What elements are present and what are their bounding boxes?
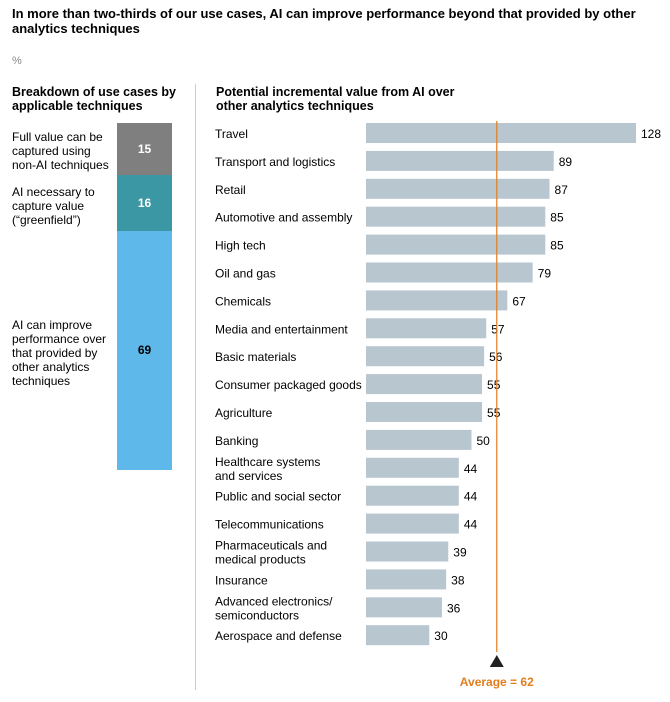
category-label: Aerospace and defense	[215, 629, 342, 643]
left-panel-heading: Breakdown of use cases by applicable tec…	[12, 85, 176, 113]
category-label-line: Healthcare systems	[215, 455, 320, 469]
bar-value-label: 55	[487, 406, 501, 420]
category-label: Advanced electronics/semiconductors	[215, 594, 333, 622]
category-label: Healthcare systems and services	[215, 455, 320, 483]
category-label: Retail	[215, 183, 246, 197]
bar	[366, 346, 485, 367]
bar	[366, 625, 430, 646]
panel-divider	[195, 84, 196, 690]
bar	[366, 123, 636, 143]
right-panel-heading: Potential incremental value from AI over…	[216, 85, 455, 113]
category-label: High tech	[215, 239, 266, 253]
bar-value-label: 87	[555, 183, 569, 197]
bar	[366, 178, 550, 199]
category-label: Transport and logistics	[215, 155, 335, 169]
average-marker-icon	[489, 655, 504, 667]
bar-value-label: 38	[451, 573, 465, 587]
category-label: Agriculture	[215, 406, 273, 420]
category-label: Media and entertainment	[215, 322, 348, 336]
category-label: Public and social sector	[215, 490, 341, 504]
bar	[366, 318, 487, 339]
bar-value-label: 36	[447, 601, 461, 615]
bar-value-label: 79	[538, 267, 552, 281]
category-label: Oil and gas	[215, 267, 276, 281]
unit-label: %	[12, 55, 22, 67]
stack-segment-label: AI can improve performance over that pro…	[12, 318, 107, 388]
bar	[366, 457, 459, 478]
bar-value-label: 85	[550, 239, 564, 253]
bar	[366, 513, 459, 534]
category-label-line: medical products	[215, 553, 306, 567]
stack-segment-2: 16	[117, 175, 172, 231]
bar-value-label: 39	[453, 546, 467, 560]
stack-segment-value: 16	[137, 195, 152, 210]
bar-value-label: 67	[512, 294, 526, 308]
stack-segment-value: 15	[137, 142, 152, 157]
category-label: Consumer packaged goods	[215, 378, 362, 392]
category-label-line: Pharmaceuticals and	[215, 539, 327, 553]
bar-value-label: 57	[491, 322, 505, 336]
bar-value-label: 30	[434, 629, 448, 643]
bar	[366, 150, 554, 171]
bar	[366, 206, 546, 227]
category-label: Travel	[215, 127, 248, 141]
stack-segment-3: 69	[117, 230, 172, 470]
category-label: Pharmaceuticals and medical products	[215, 539, 327, 567]
bar	[366, 290, 508, 311]
bar-value-label: 89	[559, 155, 573, 169]
category-label: Chemicals	[215, 294, 271, 308]
category-label: Basic materials	[215, 350, 296, 364]
stack-segment-label: AI necessary to capture value (“greenfie…	[12, 185, 95, 227]
bar-value-label: 85	[550, 211, 564, 225]
category-label-line: and services	[215, 469, 282, 483]
bar-value-label: 50	[476, 434, 490, 448]
category-label-line: semiconductors	[215, 608, 299, 622]
stack-segment-value: 69	[137, 343, 152, 358]
bar-value-label: 44	[464, 462, 478, 476]
bar	[366, 541, 449, 562]
bar	[366, 402, 483, 422]
stack-segment-1: 15	[117, 123, 172, 176]
bar-value-label: 128	[641, 127, 661, 141]
bar	[366, 597, 442, 618]
bar	[366, 569, 447, 590]
chart-title: In more than two-thirds of our use cases…	[12, 6, 636, 36]
bar-value-label: 56	[489, 350, 503, 364]
stack-segment-label: Full value can be captured using non-AI …	[12, 130, 109, 172]
category-label: Automotive and assembly	[215, 211, 352, 225]
bar-value-label: 44	[464, 518, 478, 532]
bar-value-label: 55	[487, 378, 501, 392]
category-label: Telecommunications	[215, 518, 324, 532]
category-label: Banking	[215, 434, 258, 448]
bar	[366, 485, 459, 506]
bar-value-label: 44	[464, 490, 478, 504]
category-label: Insurance	[215, 573, 268, 587]
bar	[366, 429, 472, 450]
bar	[366, 374, 483, 395]
average-label: Average = 62	[460, 675, 534, 689]
bar	[366, 262, 533, 283]
bar	[366, 234, 546, 255]
category-label-line: Advanced electronics/	[215, 594, 333, 608]
